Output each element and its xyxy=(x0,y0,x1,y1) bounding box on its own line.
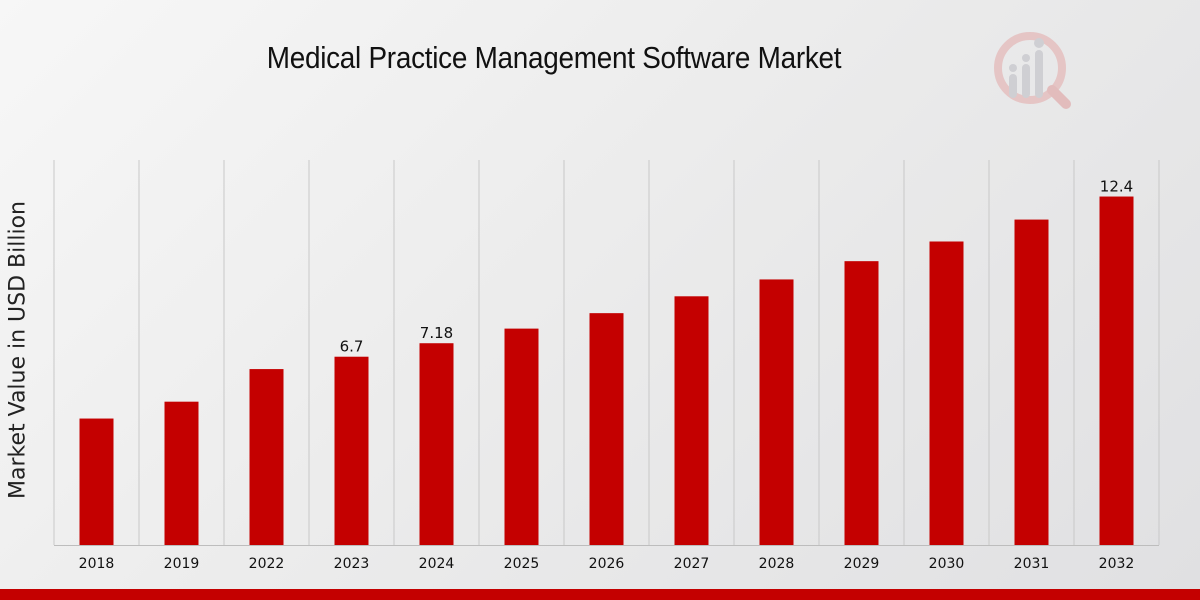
bar-2022 xyxy=(249,369,284,545)
bar-2024 xyxy=(419,343,454,545)
x-tick-label: 2018 xyxy=(79,556,115,572)
bar-2019 xyxy=(164,401,199,545)
data-label-2024: 7.18 xyxy=(420,324,453,342)
x-tick-label: 2025 xyxy=(504,556,540,572)
x-tick-label: 2032 xyxy=(1099,556,1135,572)
bar-2025 xyxy=(504,328,539,545)
data-label-2032: 12.4 xyxy=(1100,178,1133,196)
x-tick-label: 2030 xyxy=(929,556,965,572)
bar-2031 xyxy=(1014,219,1049,545)
x-tick-label: 2026 xyxy=(589,556,625,572)
x-tick-label: 2022 xyxy=(249,556,285,572)
market-research-logo-icon xyxy=(994,32,1071,109)
bar-2030 xyxy=(929,241,964,546)
bar-2026 xyxy=(589,313,624,545)
x-tick-label: 2031 xyxy=(1014,556,1050,572)
bar-2028 xyxy=(759,279,794,545)
bar-2023 xyxy=(334,356,369,545)
x-tick-label: 2023 xyxy=(334,556,370,572)
x-tick-label: 2019 xyxy=(164,556,200,572)
bottom-accent-bar xyxy=(0,589,1200,600)
bar-2029 xyxy=(844,261,879,545)
bar-2032 xyxy=(1099,196,1134,546)
data-label-2023: 6.7 xyxy=(340,338,364,356)
x-tick-label: 2027 xyxy=(674,556,710,572)
x-tick-label: 2024 xyxy=(419,556,455,572)
x-tick-label: 2028 xyxy=(759,556,795,572)
bar-2027 xyxy=(674,296,709,545)
x-tick-label: 2029 xyxy=(844,556,880,572)
bar-2018 xyxy=(79,418,114,545)
chart-title: Medical Practice Management Software Mar… xyxy=(266,40,842,75)
